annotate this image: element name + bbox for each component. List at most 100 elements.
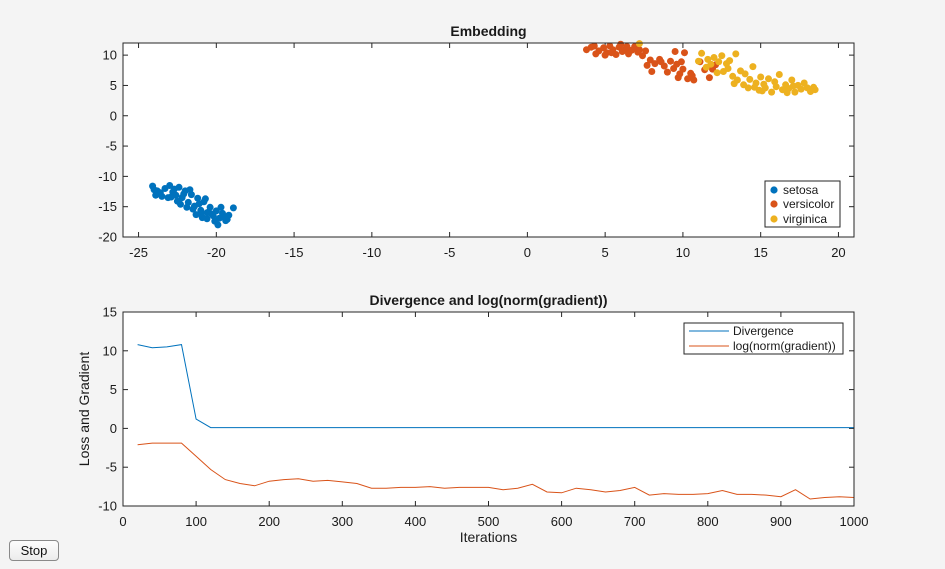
point-setosa	[189, 205, 197, 213]
point-versicolor	[667, 57, 674, 65]
point-virginica	[729, 72, 737, 80]
legend-marker-setosa	[770, 186, 778, 194]
ax1-xtick-label: 10	[676, 245, 690, 260]
ax2-xtick-label: 500	[478, 514, 500, 529]
point-setosa	[223, 215, 231, 223]
point-virginica	[635, 40, 643, 48]
point-virginica	[718, 52, 726, 60]
divergence-legend-box	[683, 322, 844, 355]
point-setosa	[197, 209, 205, 217]
ax1-ytick-label: 10	[103, 48, 117, 63]
point-setosa	[214, 221, 222, 229]
point-setosa	[195, 200, 203, 208]
legend-label-divergence: Divergence	[733, 324, 794, 338]
legend-label-gradient: log(norm(gradient))	[733, 339, 836, 353]
ax1-ytick-label: -5	[105, 139, 117, 154]
point-virginica	[710, 54, 718, 61]
point-versicolor	[688, 72, 696, 80]
point-virginica	[726, 57, 734, 65]
ax2-ytick-label: 10	[103, 343, 117, 358]
legend-marker-virginica	[770, 215, 778, 223]
ax1-xtick-label: 5	[602, 245, 609, 260]
ax1-xtick-label: -15	[285, 245, 304, 260]
point-virginica	[810, 83, 818, 91]
ax2-xtick-label: 200	[258, 514, 280, 529]
ax2-xtick-label: 300	[331, 514, 353, 529]
embedding-legend: setosa versicolor virginica	[764, 180, 841, 228]
ax1-xtick-label: -10	[362, 245, 381, 260]
ax1-xtick-label: -20	[207, 245, 226, 260]
point-versicolor	[663, 68, 671, 76]
divergence-axes-box	[122, 311, 855, 507]
point-setosa	[183, 203, 191, 211]
point-virginica	[713, 69, 721, 77]
divergence-legend: Divergence log(norm(gradient))	[683, 322, 844, 355]
point-virginica	[775, 71, 783, 78]
point-setosa	[194, 194, 202, 202]
point-versicolor	[671, 48, 679, 55]
point-versicolor	[642, 47, 650, 55]
point-virginica	[783, 89, 791, 97]
ax2-xtick-label: 600	[551, 514, 573, 529]
point-setosa	[150, 186, 158, 194]
point-setosa	[180, 190, 188, 198]
embedding-x-ticks: -25 -20 -15 -10 -5 0 5 10 15 20	[129, 43, 846, 260]
point-virginica	[732, 50, 740, 58]
point-versicolor	[648, 68, 656, 75]
ax1-ytick-label: -20	[98, 230, 117, 245]
ax2-xtick-label: 800	[697, 514, 719, 529]
ax2-xtick-label: 1000	[840, 514, 869, 529]
embedding-axes: Embedding -25 -20 -15 -10 -5 0 5 10 15 20 -20 -15 -…	[98, 23, 855, 260]
ax1-xtick-label: 0	[524, 245, 531, 260]
ax2-xtick-label: 0	[119, 514, 126, 529]
point-setosa	[164, 194, 172, 202]
point-setosa	[208, 210, 216, 218]
stop-button[interactable]: Stop	[9, 540, 59, 561]
point-versicolor	[651, 60, 659, 68]
point-virginica	[757, 73, 765, 81]
divergence-axes: Divergence and log(norm(gradient)) 0 100 2…	[76, 292, 868, 545]
point-setosa	[229, 204, 237, 212]
point-setosa	[152, 191, 160, 199]
ax1-xtick-label: -25	[129, 245, 148, 260]
point-setosa	[203, 215, 211, 223]
point-virginica	[791, 88, 799, 96]
divergence-lines	[137, 344, 855, 500]
point-virginica	[765, 75, 772, 83]
ax1-xtick-label: -5	[444, 245, 456, 260]
divergence-line	[137, 344, 854, 429]
embedding-points	[149, 40, 819, 229]
point-virginica	[788, 76, 796, 84]
point-virginica	[741, 70, 749, 78]
point-setosa	[201, 195, 209, 203]
point-virginica	[749, 63, 757, 71]
ax1-ytick-label: 5	[110, 78, 117, 93]
ax1-xtick-label: 20	[831, 245, 845, 260]
ax1-xtick-label: 15	[753, 245, 767, 260]
ax2-ytick-label: 0	[110, 421, 117, 436]
point-virginica	[730, 80, 738, 88]
embedding-y-ticks: -20 -15 -10 -5 0 5 10	[98, 48, 854, 245]
ax2-ytick-label: 15	[103, 305, 117, 320]
point-virginica	[724, 65, 732, 72]
ax2-ytick-label: -5	[105, 460, 117, 475]
ax2-xtick-label: 100	[185, 514, 207, 529]
point-setosa	[186, 186, 194, 194]
x-axis-label: Iterations	[460, 529, 518, 545]
embedding-title: Embedding	[450, 23, 526, 39]
point-setosa	[173, 197, 181, 205]
point-versicolor	[590, 42, 598, 50]
point-versicolor	[607, 49, 615, 57]
point-versicolor	[617, 40, 625, 48]
point-virginica	[746, 75, 754, 83]
point-versicolor	[681, 49, 688, 57]
point-virginica	[695, 57, 702, 65]
point-versicolor	[674, 74, 682, 82]
point-virginica	[758, 87, 766, 95]
point-versicolor	[657, 58, 665, 66]
legend-label-versicolor: versicolor	[783, 197, 834, 211]
ax1-ytick-label: 0	[110, 108, 117, 123]
point-versicolor	[643, 61, 651, 69]
point-virginica	[698, 49, 706, 57]
